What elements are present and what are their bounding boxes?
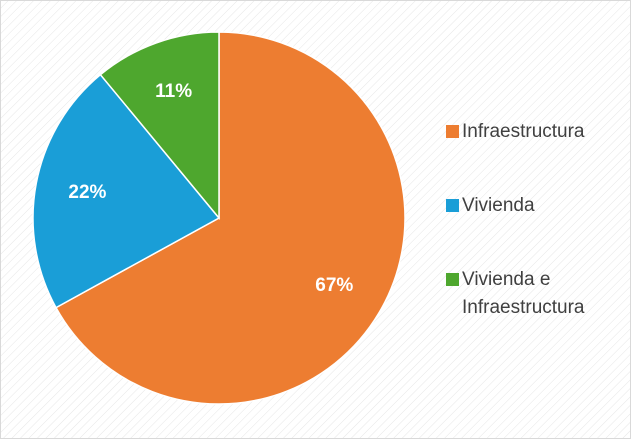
legend-label: Infraestructura [462, 121, 585, 142]
legend-swatch [446, 125, 459, 138]
legend-label: Vivienda e Infraestructura [462, 269, 585, 318]
legend-swatch [446, 273, 459, 286]
pie-slice [32, 73, 221, 309]
data-label: 11% [155, 81, 192, 102]
pie-slice [54, 31, 406, 405]
legend-item: Vivienda e Infraestructura [440, 266, 620, 322]
legend-item: Infraestructura [440, 118, 620, 146]
data-label: 22% [68, 182, 106, 203]
legend-swatch [446, 199, 459, 212]
pie-slice [99, 31, 220, 221]
legend-item: Vivienda [440, 192, 620, 220]
legend: Infraestructura Vivienda Vivienda e Infrae… [440, 118, 620, 368]
data-label: 67% [315, 275, 353, 296]
legend-label: Vivienda [462, 195, 535, 216]
